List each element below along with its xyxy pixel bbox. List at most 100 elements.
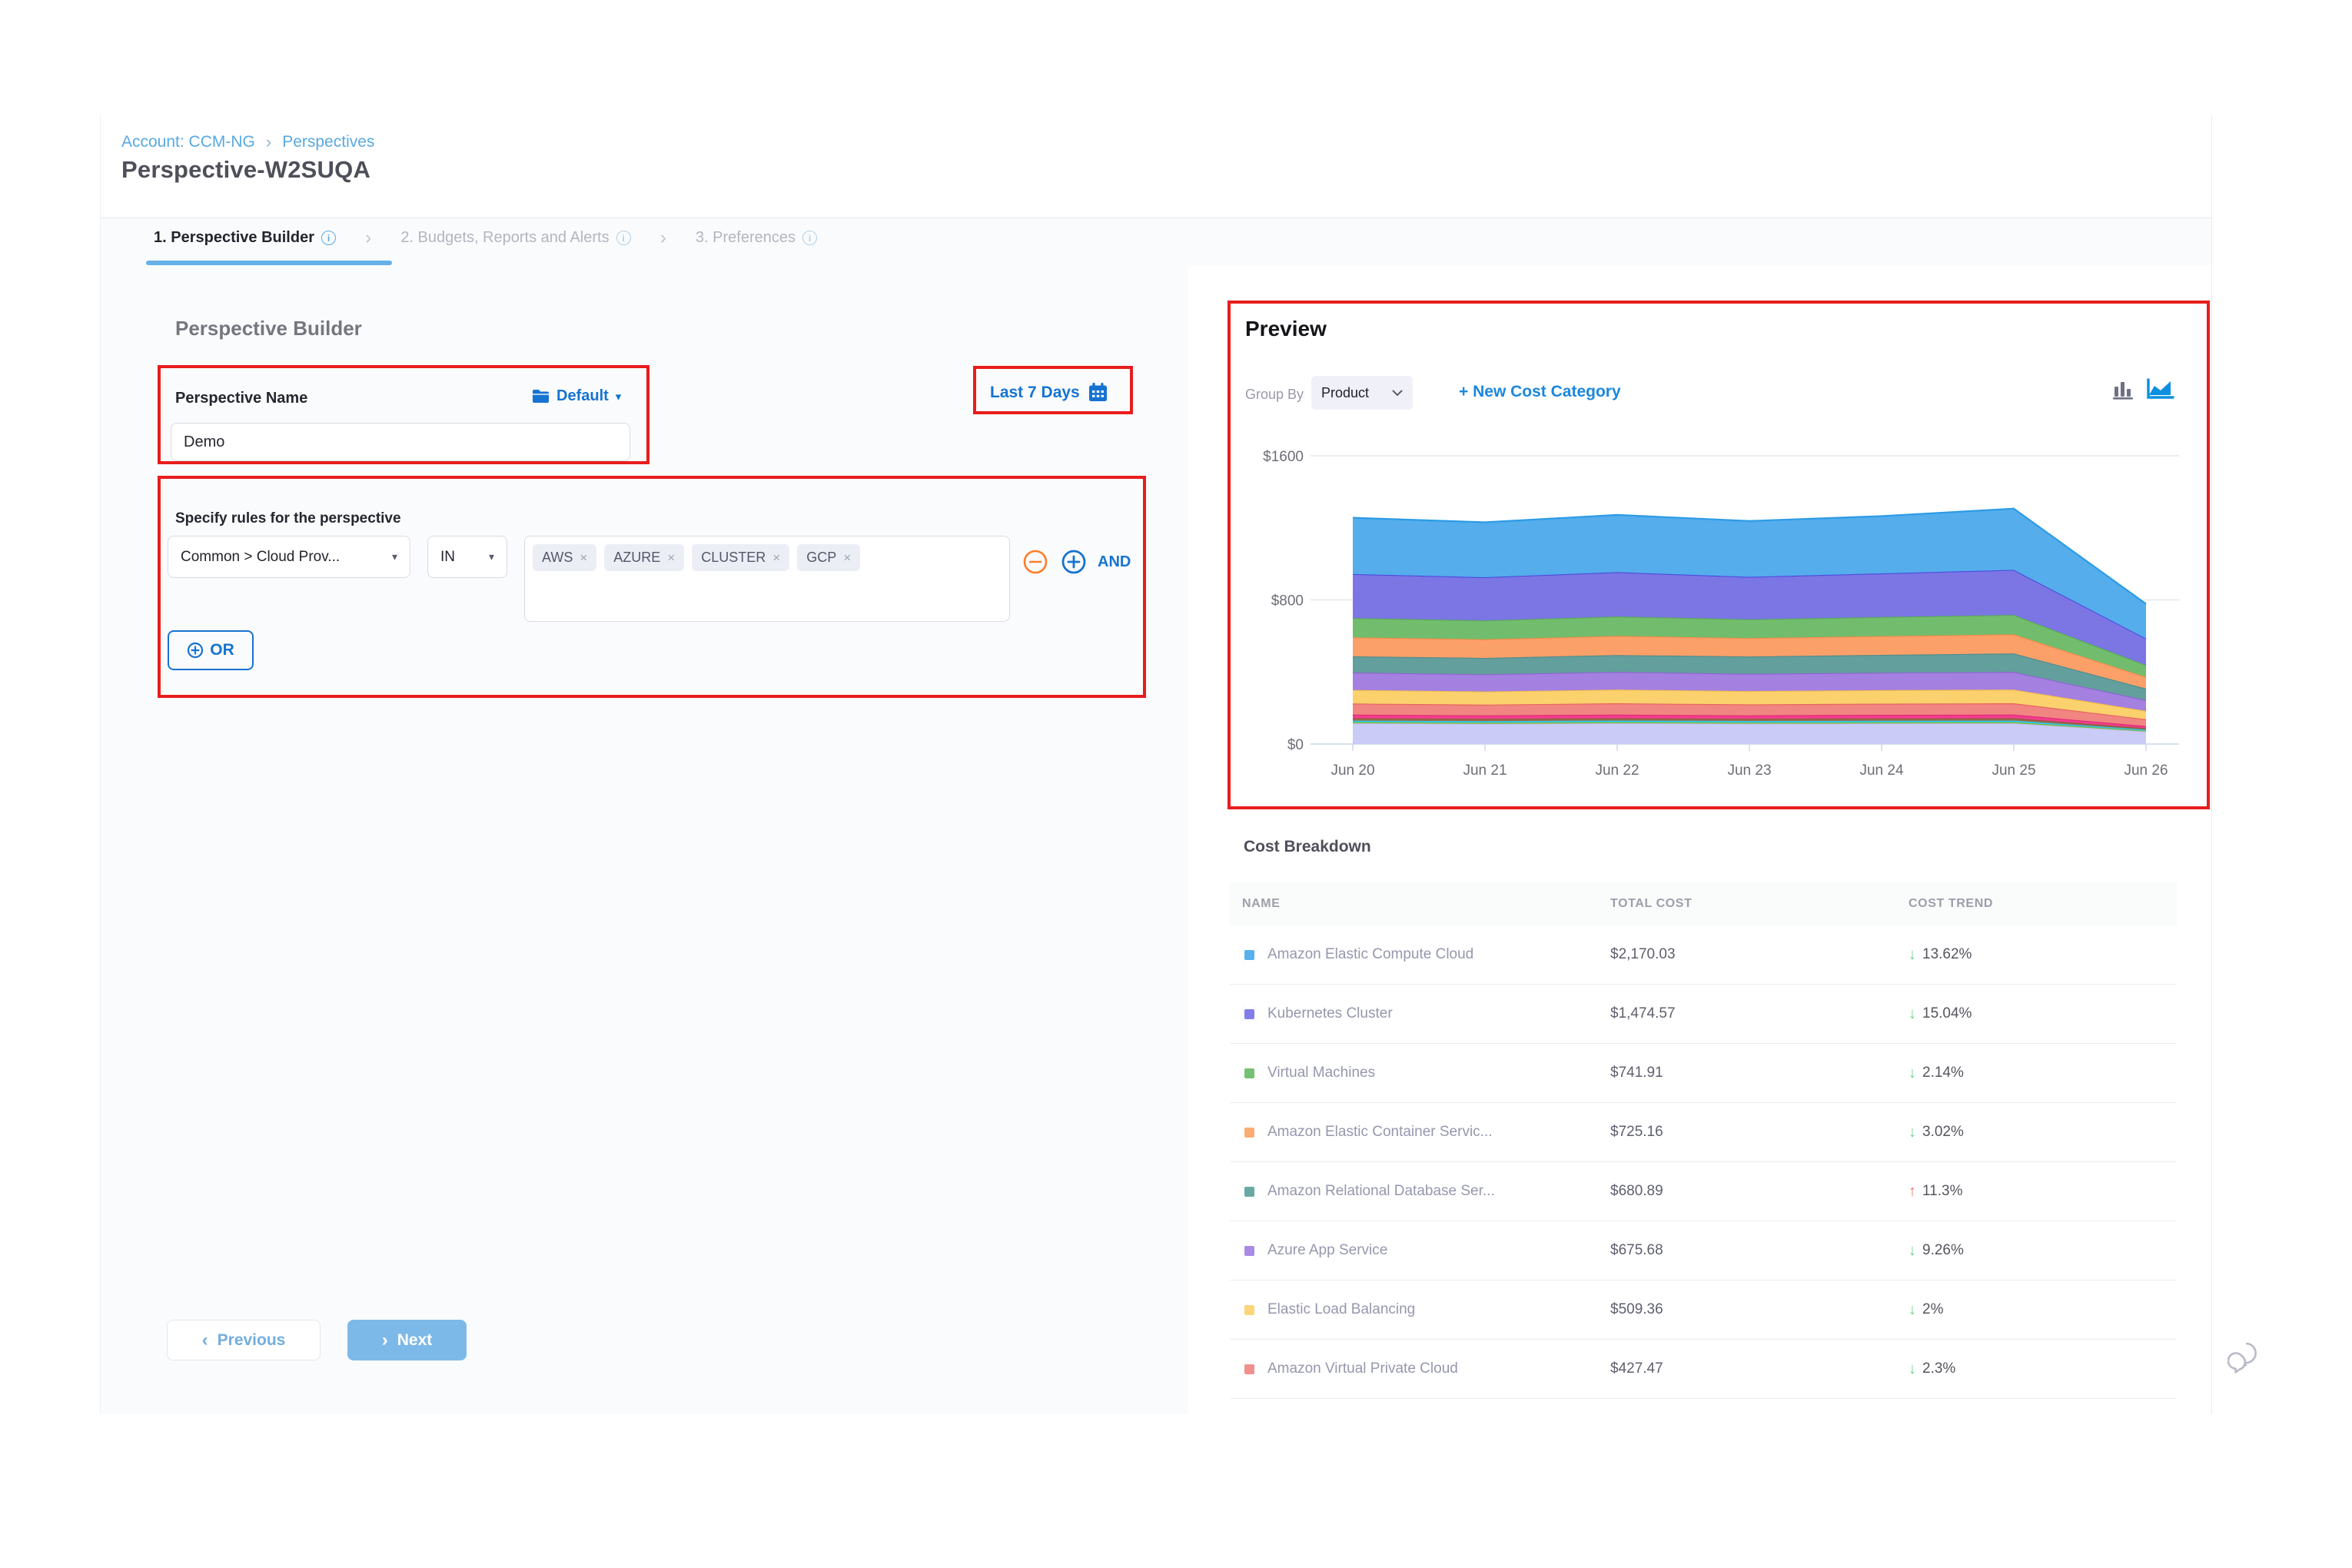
area-series-amazon-elastic-container-service[interactable] [1353, 634, 2146, 689]
content-left-border [100, 115, 101, 1414]
product-name[interactable]: Virtual Machines [1267, 1065, 1376, 1081]
or-button-label: OR [210, 641, 234, 659]
folder-select[interactable]: Default ▾ [532, 387, 621, 405]
area-series-amazon-elastic-compute-cloud[interactable] [1353, 508, 2146, 639]
product-name[interactable]: Amazon Relational Database Ser... [1267, 1183, 1495, 1199]
rule-operator-select[interactable]: IN ▾ [427, 536, 507, 578]
next-button[interactable]: › Next [347, 1320, 467, 1360]
table-row[interactable]: Kubernetes Cluster $1,474.57 ↓ 15.04% [1230, 985, 2177, 1044]
rule-field-select[interactable]: Common > Cloud Prov... ▾ [168, 536, 410, 578]
table-row[interactable]: Elastic Load Balancing $509.36 ↓ 2% [1230, 1281, 2177, 1340]
date-range-label: Last 7 Days [990, 383, 1080, 401]
table-row[interactable]: Amazon Elastic Container Servic... $725.1… [1230, 1103, 2177, 1162]
tab-budgets-reports-alerts[interactable]: 2. Budgets, Reports and Alerts i [400, 229, 631, 247]
and-operator-button[interactable]: AND [1098, 553, 1131, 570]
series-color-swatch [1242, 1361, 1257, 1377]
cost-preview-stacked-area-chart[interactable]: $0 $800 $1600 Jun 20 Jun 21 Jun 22 Jun 23 Jun 2… [1245, 438, 2214, 799]
area-series-amazon-relational-database-service[interactable] [1353, 653, 2146, 700]
x-axis-tick-label: Jun 21 [1463, 762, 1507, 779]
rule-value-chip[interactable]: CLUSTER × [692, 544, 790, 571]
trend-down-icon: ↓ [1909, 1123, 1916, 1141]
trend-down-icon: ↓ [1909, 1301, 1916, 1318]
bar-chart-icon[interactable] [2112, 379, 2134, 400]
breadcrumb-account-link[interactable]: Account: CCM-NG [121, 133, 255, 151]
chip-remove-icon[interactable]: × [667, 550, 676, 565]
breadcrumb-separator-icon: › [265, 132, 272, 151]
caret-down-icon: ▾ [391, 550, 397, 563]
rule-values-input[interactable]: AWS × AZURE × CLUSTER × GCP × [524, 536, 1010, 622]
area-chart-icon[interactable] [2147, 378, 2174, 401]
remove-rule-button[interactable] [1022, 549, 1048, 579]
area-series-elastic-load-balancing[interactable] [1353, 689, 2146, 719]
previous-button[interactable]: ‹ Previous [167, 1320, 321, 1360]
area-series-unlabeled-pink[interactable] [1353, 714, 2146, 729]
chip-label: AWS [542, 550, 573, 565]
product-name[interactable]: Amazon Virtual Private Cloud [1267, 1360, 1458, 1377]
chart-type-toggle [2112, 378, 2174, 401]
cost-trend-value: 11.3% [1922, 1183, 1963, 1199]
rule-value-chip[interactable]: AWS × [533, 544, 597, 571]
series-color-swatch [1242, 1125, 1257, 1140]
x-axis-tick-label: Jun 24 [1859, 762, 1903, 779]
chevron-left-icon: ‹ [201, 1329, 208, 1350]
plus-circle-icon [188, 642, 204, 659]
x-axis-tick-label: Jun 23 [1727, 762, 1771, 779]
content-right-border [2211, 115, 2212, 1414]
product-name[interactable]: Elastic Load Balancing [1267, 1301, 1416, 1317]
product-name[interactable]: Azure App Service [1267, 1242, 1388, 1258]
cost-trend-value: 2% [1922, 1301, 1944, 1317]
area-series-azure-app-service[interactable] [1353, 672, 2146, 711]
rule-value-chip[interactable]: GCP × [797, 544, 861, 571]
group-by-select[interactable]: Product [1311, 376, 1413, 410]
breadcrumb-perspectives-link[interactable]: Perspectives [282, 133, 375, 151]
area-series-kubernetes-cluster[interactable] [1353, 570, 2146, 666]
cost-trend-value: 9.26% [1922, 1242, 1964, 1258]
chip-remove-icon[interactable]: × [772, 550, 781, 565]
cost-trend-value: 2.3% [1922, 1360, 1956, 1377]
table-row[interactable]: Amazon Relational Database Ser... $680.89… [1230, 1162, 2177, 1221]
help-chat-icon[interactable] [2227, 1336, 2272, 1384]
perspective-name-input[interactable] [171, 423, 630, 461]
cost-trend-value: 3.02% [1922, 1124, 1964, 1140]
x-axis-tick-label: Jun 26 [2124, 762, 2168, 779]
chip-label: GCP [806, 550, 837, 565]
new-cost-category-button[interactable]: + New Cost Category [1459, 383, 1621, 400]
rules-label: Specify rules for the perspective [175, 510, 401, 527]
y-axis-tick-label: $0 [1287, 737, 1304, 753]
product-name[interactable]: Amazon Elastic Compute Cloud [1267, 946, 1474, 962]
trend-down-icon: ↓ [1909, 1360, 1916, 1377]
date-range-picker[interactable]: Last 7 Days [990, 382, 1108, 403]
chip-remove-icon[interactable]: × [843, 550, 852, 565]
page-title: Perspective-W2SUQA [121, 156, 371, 183]
tab-label: 1. Perspective Builder [154, 229, 314, 246]
area-series-amazon-virtual-private-cloud[interactable] [1353, 703, 2146, 726]
add-or-rule-button[interactable]: OR [168, 630, 254, 670]
table-row[interactable]: Azure App Service $675.68 ↓ 9.26% [1230, 1221, 2177, 1281]
trend-down-icon: ↓ [1909, 1005, 1916, 1022]
add-rule-button[interactable] [1061, 549, 1087, 579]
chevron-right-icon: › [659, 227, 666, 248]
tab-preferences[interactable]: 3. Preferences i [696, 229, 817, 247]
table-row[interactable]: Virtual Machines $741.91 ↓ 2.14% [1230, 1044, 2177, 1103]
info-icon[interactable]: i [321, 231, 336, 245]
info-icon[interactable]: i [616, 231, 631, 245]
product-name[interactable]: Amazon Elastic Container Servic... [1267, 1124, 1493, 1140]
product-name[interactable]: Kubernetes Cluster [1267, 1005, 1393, 1022]
area-series-virtual-machines[interactable] [1353, 615, 2146, 677]
cost-breakdown-heading: Cost Breakdown [1244, 838, 1371, 855]
builder-heading: Perspective Builder [175, 317, 362, 340]
total-cost-value: $675.68 [1610, 1242, 1663, 1258]
area-series-unlabeled-lavender[interactable] [1353, 723, 2146, 744]
tab-perspective-builder[interactable]: 1. Perspective Builder i [154, 229, 336, 247]
table-row[interactable]: Amazon Virtual Private Cloud $427.47 ↓ 2.3% [1230, 1340, 2177, 1399]
rule-value-chip[interactable]: AZURE × [604, 544, 685, 571]
tab-bar [101, 218, 2211, 265]
table-row[interactable]: Amazon Elastic Compute Cloud $2,170.03 ↓ 13… [1230, 925, 2177, 985]
x-axis-tick-label: Jun 22 [1595, 762, 1639, 779]
info-icon[interactable]: i [802, 231, 817, 245]
next-button-label: Next [397, 1330, 433, 1349]
cost-trend-value: 15.04% [1922, 1005, 1972, 1022]
series-color-swatch [1242, 947, 1257, 962]
trend-up-icon: ↑ [1909, 1182, 1916, 1200]
chip-remove-icon[interactable]: × [580, 550, 588, 565]
